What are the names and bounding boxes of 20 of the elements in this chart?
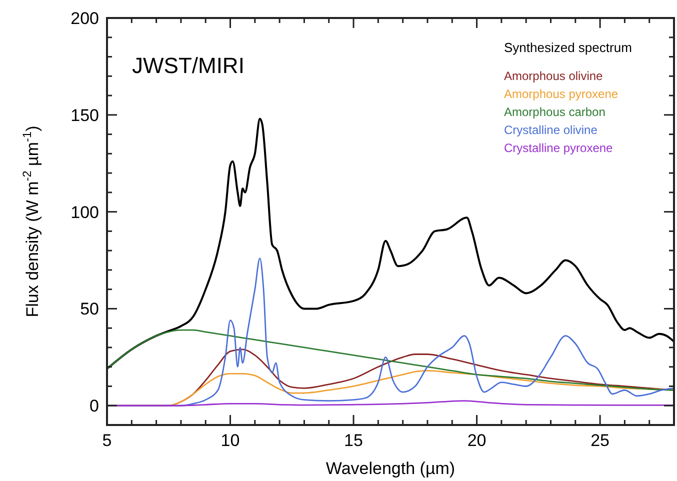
x-axis-title: Wavelength (µm) [326, 459, 456, 478]
x-tick-label: 20 [467, 431, 486, 450]
text: Amorphous carbon [504, 105, 606, 119]
y-tick-label: 150 [70, 106, 99, 125]
x-tick-label: 25 [590, 431, 610, 450]
annotation: JWST/MIRI [132, 53, 244, 78]
y-tick-label: 0 [90, 396, 99, 416]
y-tick-label: 200 [70, 9, 99, 28]
text: Crystalline pyroxene [504, 141, 614, 155]
y-tick-label: 50 [80, 300, 99, 319]
x-tick-label: 5 [102, 431, 112, 450]
text: Amorphous pyroxene [504, 87, 618, 101]
x-tick-label: 10 [220, 431, 240, 450]
text: Amorphous olivine [504, 69, 604, 83]
x-tick-label: 15 [344, 431, 363, 450]
text: Synthesized spectrum [504, 40, 632, 55]
line-series [107, 118, 674, 370]
line-series [107, 329, 674, 391]
text: Crystalline olivine [504, 123, 598, 137]
y-tick-label: 100 [70, 202, 99, 222]
